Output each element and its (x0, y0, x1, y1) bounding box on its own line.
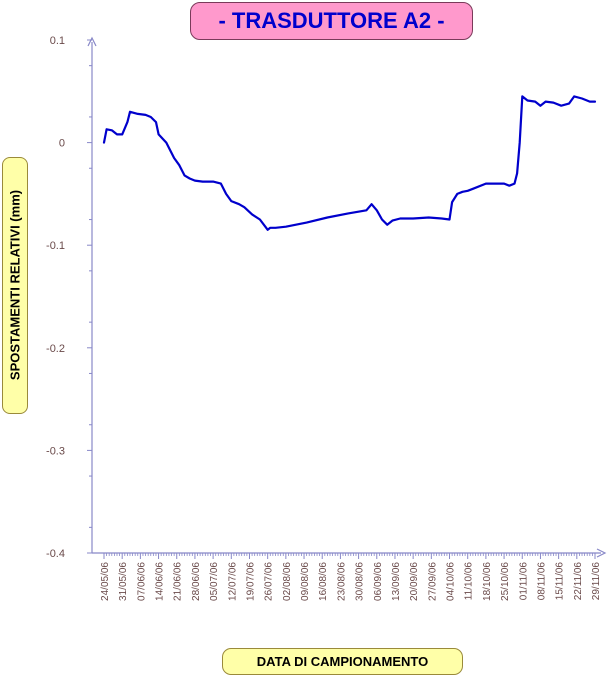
chart-title: - TRASDUTTORE A2 - (190, 2, 473, 40)
x-tick-label: 21/06/06 (173, 562, 184, 601)
x-axis-label: DATA DI CAMPIONAMENTO (222, 648, 463, 675)
y-tick-label: -0.4 (46, 548, 65, 560)
y-tick-label: 0.1 (50, 35, 65, 47)
x-tick-label: 14/06/06 (155, 562, 166, 601)
x-tick-label: 26/07/06 (264, 562, 275, 601)
x-tick-label: 27/09/06 (427, 562, 438, 601)
y-tick-label: -0.2 (46, 343, 65, 355)
x-tick-label: 09/08/06 (300, 562, 311, 601)
axes (87, 36, 607, 558)
x-tick-label: 30/08/06 (355, 562, 366, 601)
x-tick-label: 15/11/06 (555, 562, 566, 601)
y-tick-label: 0 (59, 138, 65, 150)
x-tick-label: 11/10/06 (464, 562, 475, 601)
x-tick-label: 05/07/06 (209, 562, 220, 601)
x-tick-label: 28/06/06 (191, 562, 202, 601)
x-tick-label: 20/09/06 (409, 562, 420, 601)
y-tick-label: -0.3 (46, 445, 65, 457)
x-tick-label: 06/09/06 (373, 562, 384, 601)
x-tick-label: 25/10/06 (500, 562, 511, 601)
x-tick-label: 18/10/06 (482, 562, 493, 601)
x-tick-label: 29/11/06 (591, 562, 602, 601)
x-tick-label: 22/11/06 (573, 562, 584, 601)
y-ticks: 0.1 0 -0.1 -0.2 -0.3 -0.4 (46, 35, 92, 560)
x-tick-label: 01/11/06 (518, 562, 529, 601)
x-tick-label: 04/10/06 (446, 562, 457, 601)
x-ticks: 24/05/06 31/05/06 07/06/06 14/06/06 21/06/06… (100, 553, 602, 601)
x-tick-label: 31/05/06 (118, 562, 129, 601)
series-group (102, 95, 597, 231)
x-tick-label: 16/08/06 (318, 562, 329, 601)
x-tick-label: 08/11/06 (536, 562, 547, 601)
x-tick-label: 23/08/06 (336, 562, 347, 601)
x-tick-label: 19/07/06 (245, 562, 256, 601)
x-tick-label: 07/06/06 (136, 562, 147, 601)
x-tick-label: 13/09/06 (391, 562, 402, 601)
y-axis-label-box (2, 157, 28, 414)
y-axis-arrow (87, 36, 97, 47)
x-tick-label: 24/05/06 (100, 562, 111, 601)
y-tick-label: -0.1 (46, 240, 65, 252)
series-line (102, 95, 597, 231)
x-tick-label: 02/08/06 (282, 562, 293, 601)
x-tick-label: 12/07/06 (227, 562, 238, 601)
x-axis-arrow (596, 548, 607, 558)
